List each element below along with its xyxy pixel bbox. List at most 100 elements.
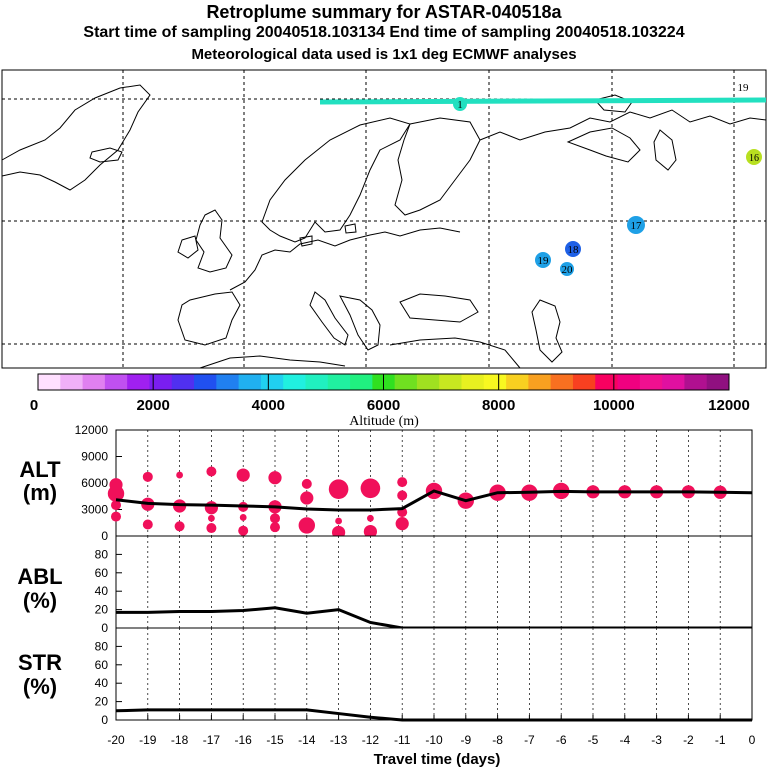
colorbar-swatch xyxy=(327,374,351,390)
cluster-point xyxy=(367,514,374,522)
str-ytick-label: 20 xyxy=(95,695,109,709)
map-label-1: 1 xyxy=(457,99,463,111)
colorbar-swatch xyxy=(60,374,84,390)
colorbar-tick-label: 6000 xyxy=(367,397,400,414)
map-label-19: 19 xyxy=(538,255,550,267)
cluster-point xyxy=(363,524,377,539)
x-tick-label: -5 xyxy=(588,733,599,747)
chart-title: Retroplume summary for ASTAR-040518a xyxy=(206,2,562,22)
cluster-point xyxy=(111,511,121,522)
map-label-19b: 19 xyxy=(738,82,750,94)
colorbar-swatch xyxy=(149,374,173,390)
cluster-point xyxy=(270,513,280,524)
colorbar-swatch xyxy=(662,374,685,390)
cluster-point xyxy=(335,517,342,525)
colorbar-swatch xyxy=(394,374,418,390)
abl-ytick-label: 20 xyxy=(95,603,109,617)
colorbar-swatch xyxy=(127,374,150,390)
colorbar-swatch xyxy=(528,374,552,390)
colorbar-tick-label: 0 xyxy=(30,397,38,414)
alt-ytick-label: 3000 xyxy=(81,503,108,517)
x-tick-label: -1 xyxy=(715,733,726,747)
map-marker-17 xyxy=(627,216,645,234)
str-label: STR xyxy=(18,650,62,675)
retroplume-track xyxy=(319,97,767,105)
colorbar-swatch xyxy=(506,374,529,390)
cluster-point xyxy=(206,523,217,534)
abl-panel: 0 20 40 60 80 xyxy=(95,535,753,635)
str-ytick-label: 40 xyxy=(95,676,109,690)
x-tick-label: -15 xyxy=(266,733,284,747)
abl-ytick-label: 60 xyxy=(95,566,109,580)
alt-ytick-label: 12000 xyxy=(75,423,109,437)
alt-label: ALT xyxy=(19,457,61,482)
cluster-point xyxy=(328,479,349,499)
cluster-point xyxy=(176,471,184,479)
colorbar-swatch xyxy=(82,374,106,390)
colorbar-swatch xyxy=(461,374,485,390)
map-label-18: 18 xyxy=(568,244,580,256)
x-axis-title: Travel time (days) xyxy=(374,751,501,768)
sampling-times: Start time of sampling 20040518.103134 E… xyxy=(83,24,685,41)
x-tick-label: -9 xyxy=(460,733,471,747)
str-panel: 0 20 40 60 80 xyxy=(95,627,753,727)
abl-unit: (%) xyxy=(23,588,57,613)
x-tick-label: -7 xyxy=(524,733,535,747)
alt-ytick-label: 9000 xyxy=(81,450,108,464)
coastlines xyxy=(1,84,767,369)
cluster-point xyxy=(236,468,250,482)
abl-label: ABL xyxy=(17,564,62,589)
x-tick-label: -18 xyxy=(171,733,189,747)
map-label-20: 20 xyxy=(562,264,574,276)
colorbar-swatch xyxy=(483,374,507,390)
colorbar-swatch xyxy=(350,374,373,390)
str-ytick-label: 60 xyxy=(95,658,109,672)
panel-labels: ALT (m) ABL (%) STR (%) xyxy=(17,457,62,699)
altitude-colorbar: 0 2000 4000 6000 8000 10000 12000 xyxy=(30,373,750,414)
str-ytick-label: 0 xyxy=(101,713,108,727)
x-tick-label: -3 xyxy=(651,733,662,747)
x-tick-label: -12 xyxy=(362,733,380,747)
colorbar-tick-label: 12000 xyxy=(708,397,750,414)
met-data-note: Meteorological data used is 1x1 deg ECMW… xyxy=(191,46,577,63)
x-tick-label: -8 xyxy=(492,733,503,747)
alt-panel: 0 3000 6000 9000 12000 xyxy=(75,423,753,543)
cluster-point xyxy=(204,501,218,515)
cluster-point xyxy=(395,517,409,531)
colorbar-swatch xyxy=(572,374,596,390)
colorbar-swatch xyxy=(439,374,463,390)
cluster-point xyxy=(239,514,247,521)
cluster-point xyxy=(301,478,312,489)
map-marker-18 xyxy=(565,241,581,257)
colorbar-swatch xyxy=(238,374,262,390)
map-markers: 1 16 17 18 19 20 19 xyxy=(453,82,762,276)
colorbar-swatch xyxy=(416,374,440,390)
cluster-point xyxy=(397,477,408,488)
map-frame xyxy=(1,69,767,369)
x-tick-label: -2 xyxy=(683,733,694,747)
colorbar-swatch xyxy=(171,374,195,390)
cluster-point xyxy=(360,478,381,499)
colorbar-swatch xyxy=(38,374,61,390)
map-label-16: 16 xyxy=(749,153,759,164)
colorbar-swatch xyxy=(194,374,217,390)
alt-ytick-label: 0 xyxy=(101,529,108,543)
map-marker-1 xyxy=(453,97,467,111)
cluster-point xyxy=(107,485,125,502)
cluster-point xyxy=(397,490,408,501)
colorbar-swatch xyxy=(550,374,574,390)
x-tick-label: -19 xyxy=(139,733,157,747)
str-ytick-label: 80 xyxy=(95,639,109,653)
x-tick-label: -10 xyxy=(425,733,443,747)
map-marker-19 xyxy=(535,252,551,268)
x-tick-label: -13 xyxy=(330,733,348,747)
alt-unit: (m) xyxy=(23,480,57,505)
colorbar-swatch xyxy=(283,374,306,390)
abl-ytick-label: 40 xyxy=(95,584,109,598)
cluster-point xyxy=(174,521,185,532)
colorbar-tick-label: 8000 xyxy=(482,397,515,414)
cluster-point xyxy=(268,471,282,485)
colorbar-swatch xyxy=(639,374,663,390)
colorbar-swatch xyxy=(305,374,329,390)
x-tick-label: -16 xyxy=(235,733,253,747)
